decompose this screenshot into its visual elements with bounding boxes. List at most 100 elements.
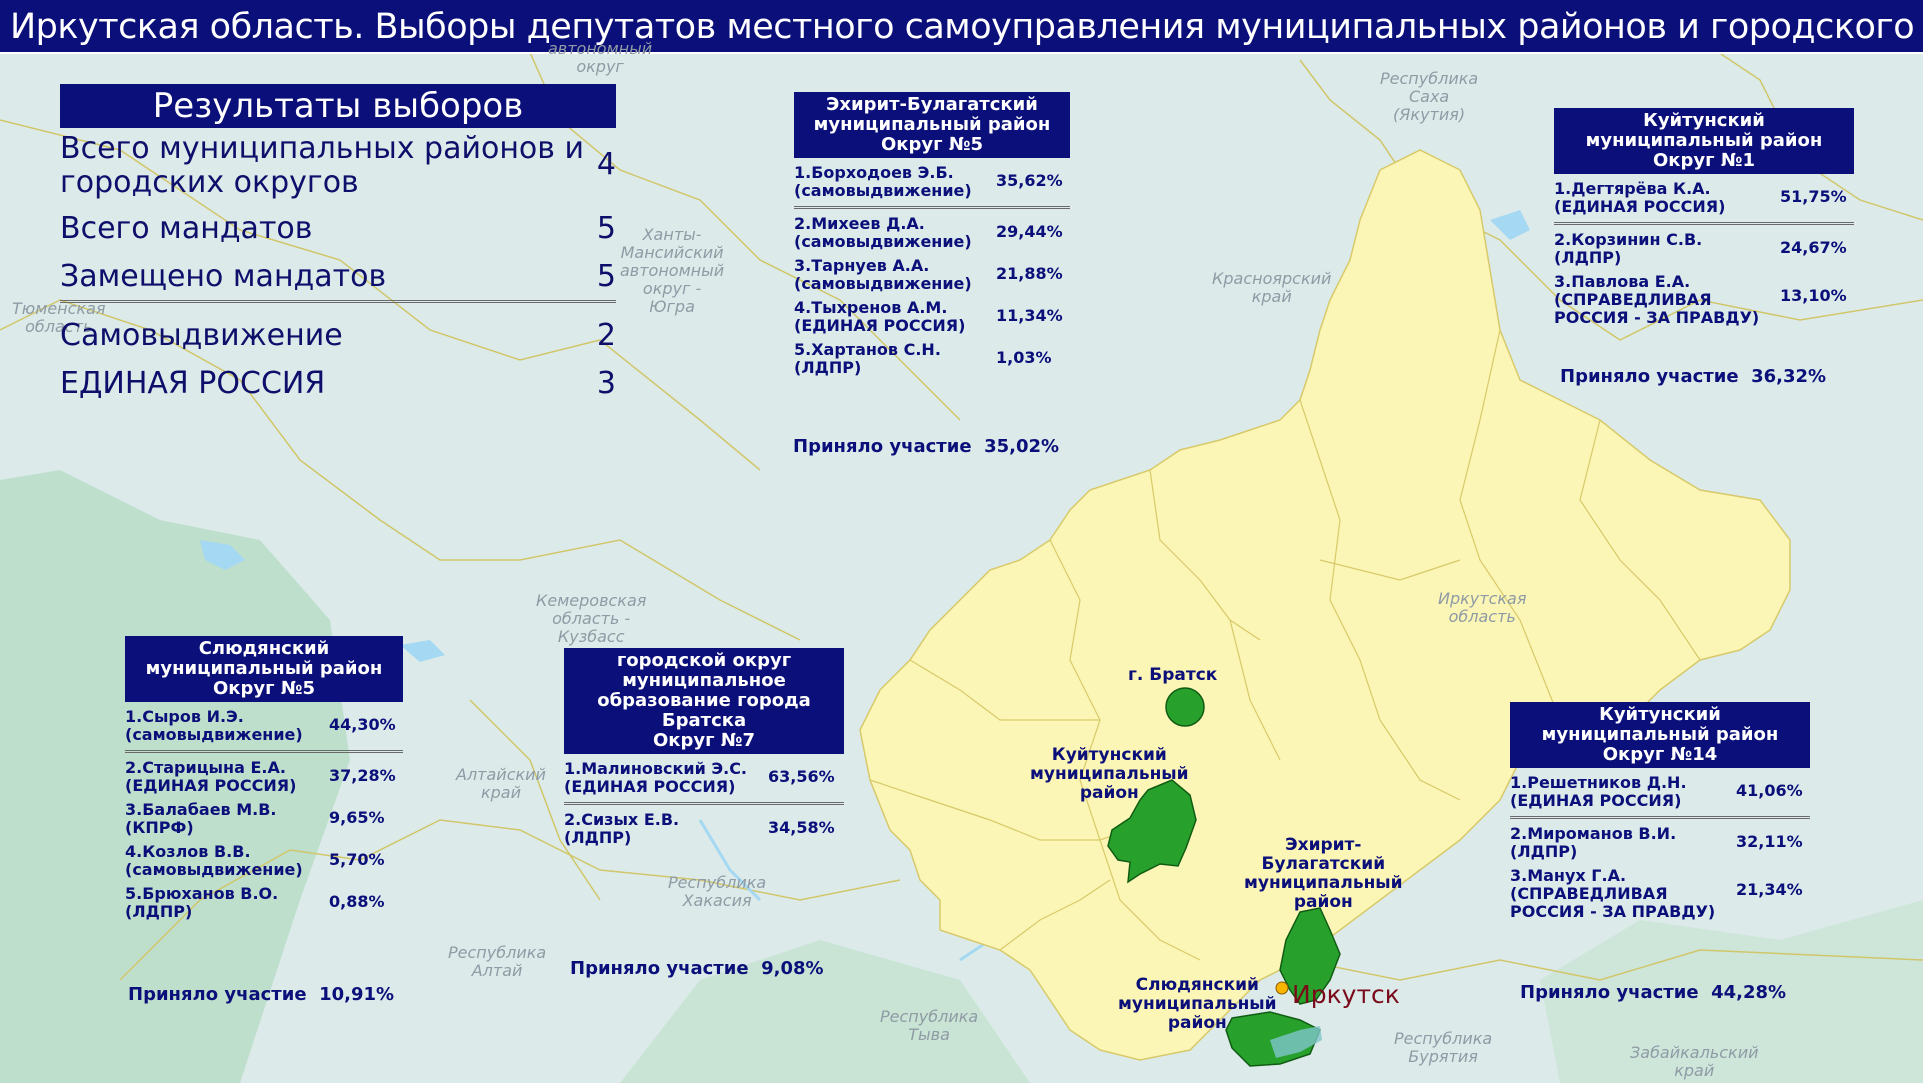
region-label-buryatia: Республика Бурятия bbox=[1394, 1029, 1493, 1066]
bratsk-district bbox=[1165, 687, 1205, 727]
candidate-name: 5.Брюханов В.О. (ЛДПР) bbox=[125, 884, 279, 921]
candidate-row: 2.Старицына Е.А. (ЕДИНАЯ РОССИЯ) 37,28% bbox=[125, 759, 403, 795]
summary-label: Всего мандатов bbox=[60, 211, 313, 246]
irkutsk-city-marker bbox=[1275, 981, 1289, 995]
candidate-row: 2.Корзинин С.В. (ЛДПР) 24,67% bbox=[1554, 231, 1854, 267]
district-header: городской округ муниципальное образовани… bbox=[564, 648, 844, 754]
terrain-southeast bbox=[1540, 900, 1923, 1083]
turnout-kuitun-1: Приняло участие 36,32% bbox=[1560, 366, 1826, 387]
summary-divider bbox=[60, 300, 616, 303]
region-label-irkutsk-oblast: Иркутская область bbox=[1438, 589, 1527, 626]
candidate-row: 1.Борходоев Э.Б. (самовыдвижение) 35,62% bbox=[794, 164, 1070, 200]
candidate-pct: 0,88% bbox=[329, 892, 385, 911]
winner-divider bbox=[794, 206, 1070, 209]
winner-divider bbox=[564, 802, 844, 805]
turnout-value: 44,28% bbox=[1711, 982, 1787, 1003]
candidate-name: 1.Малиновский Э.С. (ЕДИНАЯ РОССИЯ) bbox=[564, 759, 748, 796]
candidate-name: 4.Тыхренов А.М. (ЕДИНАЯ РОССИЯ) bbox=[794, 298, 966, 335]
candidate-row: 1.Малиновский Э.С. (ЕДИНАЯ РОССИЯ) 63,56% bbox=[564, 760, 844, 796]
candidate-pct: 1,03% bbox=[996, 348, 1052, 367]
winner-divider bbox=[1554, 222, 1854, 225]
candidate-row: 4.Тыхренов А.М. (ЕДИНАЯ РОССИЯ) 11,34% bbox=[794, 299, 1070, 335]
candidate-row: 2.Миромaнов В.И. (ЛДПР) 32,11% bbox=[1510, 825, 1810, 861]
candidate-name: 1.Решетников Д.Н. (ЕДИНАЯ РОССИЯ) bbox=[1510, 773, 1687, 810]
candidate-pct: 37,28% bbox=[329, 766, 396, 785]
candidate-row: 5.Хартанов С.Н. (ЛДПР) 1,03% bbox=[794, 341, 1070, 377]
summary-row-mandates: Всего мандатов 5 bbox=[60, 212, 616, 246]
candidate-row: 1.Сыров И.Э. (самовыдвижение) 44,30% bbox=[125, 708, 403, 744]
region-label-tyumen: Тюменская область bbox=[12, 299, 106, 336]
candidate-pct: 51,75% bbox=[1780, 187, 1847, 206]
candidate-row: 2.Сизых Е.В. (ЛДПР) 34,58% bbox=[564, 811, 844, 847]
summary-label: Всего муниципальных районов и городских … bbox=[60, 131, 585, 200]
candidate-pct: 13,10% bbox=[1780, 286, 1847, 305]
candidate-name: 5.Хартанов С.Н. (ЛДПР) bbox=[794, 340, 941, 377]
summary-label: ЕДИНАЯ РОССИЯ bbox=[60, 366, 326, 401]
lake-yakutia bbox=[1490, 210, 1530, 240]
district-box-slyudyanka: Слюдянский муниципальный район Округ №5 … bbox=[125, 636, 403, 921]
region-label-krasnoyarsk: Красноярский край bbox=[1212, 269, 1332, 306]
candidate-row: 5.Брюханов В.О. (ЛДПР) 0,88% bbox=[125, 885, 403, 921]
district-box-kuitun-1: Куйтунский муниципальный район Округ №1 … bbox=[1554, 108, 1854, 327]
candidate-name: 3.Манух Г.А. (СПРАВЕДЛИВАЯ РОССИЯ - ЗА П… bbox=[1510, 866, 1716, 921]
turnout-label: Приняло участие bbox=[793, 436, 972, 457]
candidate-name: 4.Козлов В.В. (самовыдвижение) bbox=[125, 842, 303, 879]
district-box-ehirit: Эхирит-Булагатский муниципальный район О… bbox=[794, 92, 1070, 377]
turnout-value: 36,32% bbox=[1751, 366, 1827, 387]
summary-label: Самовыдвижение bbox=[60, 318, 343, 353]
turnout-kuitun-14: Приняло участие 44,28% bbox=[1520, 982, 1786, 1003]
lake-west-1 bbox=[200, 540, 245, 570]
winner-divider bbox=[1510, 816, 1810, 819]
region-label-altai-republic: Республика Алтай bbox=[448, 943, 547, 980]
candidate-row: 2.Михеев Д.А. (самовыдвижение) 29,44% bbox=[794, 215, 1070, 251]
candidate-name: 3.Тарнуев А.А. (самовыдвижение) bbox=[794, 256, 972, 293]
summary-value: 4 bbox=[596, 147, 616, 182]
summary-row-party: ЕДИНАЯ РОССИЯ 3 bbox=[60, 367, 616, 401]
candidate-name: 2.Миромaнов В.И. (ЛДПР) bbox=[1510, 824, 1677, 861]
candidate-pct: 5,70% bbox=[329, 850, 385, 869]
candidate-pct: 21,88% bbox=[996, 264, 1063, 283]
summary-row-filled: Замещено мандатов 5 bbox=[60, 260, 616, 294]
map-label-irkutsk: Иркутск bbox=[1292, 980, 1400, 1009]
turnout-label: Приняло участие bbox=[128, 984, 307, 1005]
region-label-khakassia: Республика Хакасия bbox=[668, 873, 767, 910]
map-label-kuitun: Куйтунский муниципальный район bbox=[1030, 745, 1189, 803]
candidate-row: 3.Тарнуев А.А. (самовыдвижение) 21,88% bbox=[794, 257, 1070, 293]
candidate-name: 3.Балабаев М.В. (КПРФ) bbox=[125, 800, 277, 837]
candidate-pct: 63,56% bbox=[768, 767, 835, 786]
turnout-value: 35,02% bbox=[984, 436, 1060, 457]
candidate-pct: 35,62% bbox=[996, 171, 1063, 190]
candidate-pct: 29,44% bbox=[996, 222, 1063, 241]
district-header: Куйтунский муниципальный район Округ №14 bbox=[1510, 702, 1810, 768]
terrain-west bbox=[0, 470, 350, 1083]
irkutsk-oblast bbox=[859, 149, 1791, 1061]
candidate-pct: 41,06% bbox=[1736, 781, 1803, 800]
terrain-south bbox=[620, 940, 1030, 1083]
map-label-ehirit: Эхирит- Булагатский муниципальный район bbox=[1244, 835, 1403, 912]
results-summary: Результаты выборов Всего муниципальных р… bbox=[60, 84, 616, 401]
candidate-name: 2.Михеев Д.А. (самовыдвижение) bbox=[794, 214, 972, 251]
turnout-label: Приняло участие bbox=[1560, 366, 1739, 387]
results-summary-title: Результаты выборов bbox=[60, 84, 616, 128]
candidate-row: 1.Дегтярёва К.А. (ЕДИНАЯ РОССИЯ) 51,75% bbox=[1554, 180, 1854, 216]
candidate-name: 1.Сыров И.Э. (самовыдвижение) bbox=[125, 707, 303, 744]
candidate-row: 1.Решетников Д.Н. (ЕДИНАЯ РОССИЯ) 41,06% bbox=[1510, 774, 1810, 810]
candidate-name: 2.Корзинин С.В. (ЛДПР) bbox=[1554, 230, 1703, 267]
candidate-row: 3.Манух Г.А. (СПРАВЕДЛИВАЯ РОССИЯ - ЗА П… bbox=[1510, 867, 1810, 921]
winner-divider bbox=[125, 750, 403, 753]
candidate-pct: 11,34% bbox=[996, 306, 1063, 325]
region-label-yamal: автономный округ bbox=[548, 39, 653, 76]
region-label-kemerovo: Кемеровская область - Кузбасс bbox=[536, 591, 647, 646]
turnout-value: 9,08% bbox=[761, 958, 824, 979]
district-header: Эхирит-Булагатский муниципальный район О… bbox=[794, 92, 1070, 158]
candidate-pct: 32,11% bbox=[1736, 832, 1803, 851]
summary-value: 2 bbox=[596, 318, 616, 353]
district-header: Куйтунский муниципальный район Округ №1 bbox=[1554, 108, 1854, 174]
candidate-name: 2.Сизых Е.В. (ЛДПР) bbox=[564, 810, 680, 847]
region-label-yakutia: Республика Саха (Якутия) bbox=[1380, 69, 1479, 124]
turnout-bratsk: Приняло участие 9,08% bbox=[570, 958, 824, 979]
turnout-ehirit: Приняло участие 35,02% bbox=[793, 436, 1059, 457]
candidate-pct: 24,67% bbox=[1780, 238, 1847, 257]
